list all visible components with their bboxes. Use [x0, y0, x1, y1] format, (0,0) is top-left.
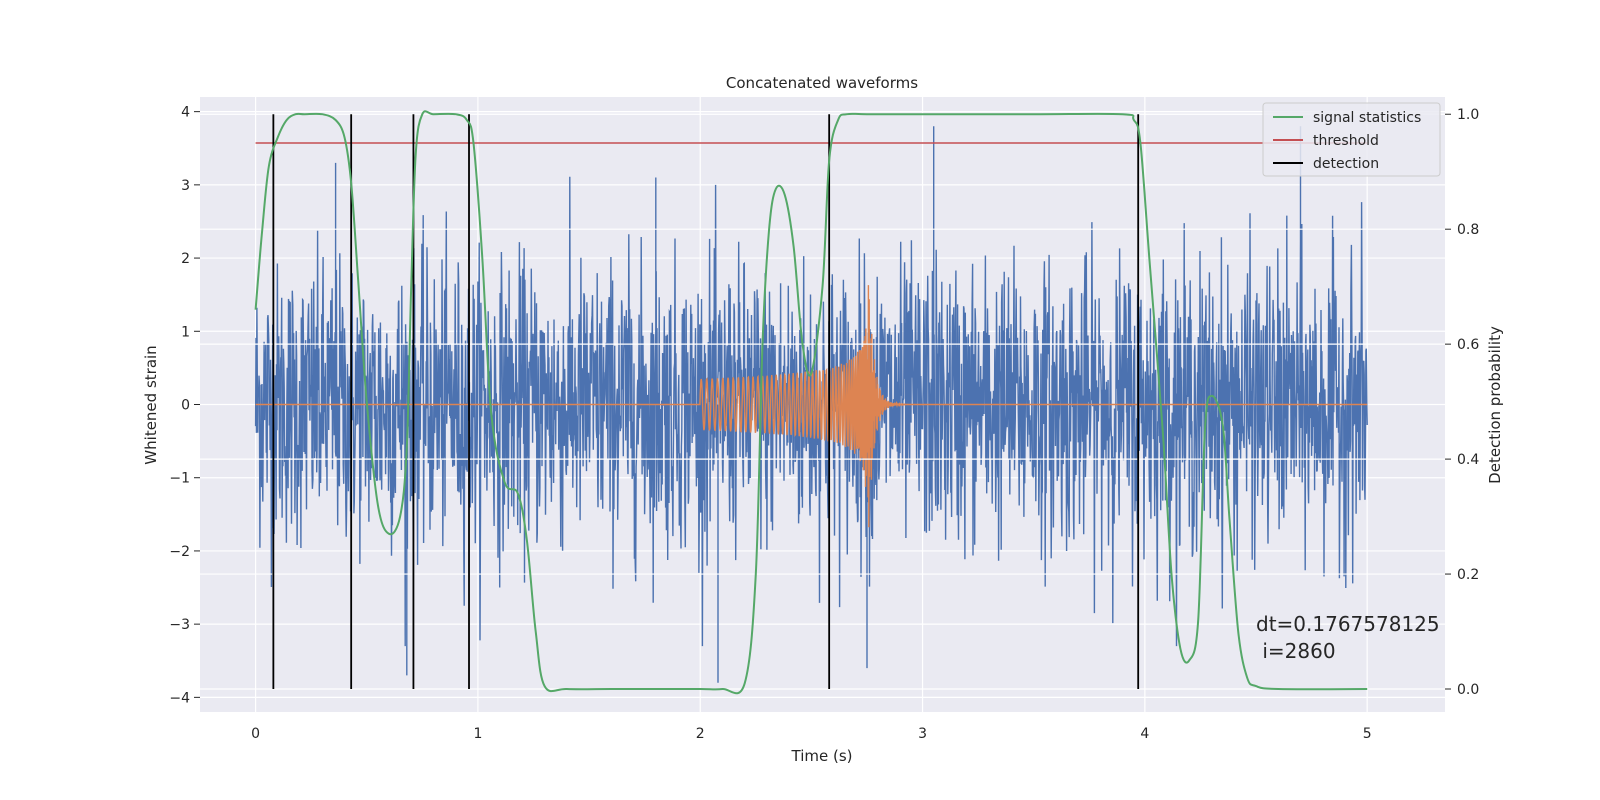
x-tick-label: 3 [918, 726, 927, 742]
y-tick-label-left: 2 [181, 251, 190, 267]
y-axis-title-left: Whitened strain [142, 345, 160, 464]
y-tick-label-left: 3 [181, 178, 190, 194]
y-axis-title-right: Detection probability [1486, 326, 1504, 484]
annotation-i: i=2860 [1256, 639, 1336, 663]
y-tick-label-left: −3 [169, 617, 190, 633]
legend: signal statistics threshold detection [1262, 102, 1441, 177]
y-tick-label-right: 1.0 [1457, 107, 1479, 123]
y-tick-label-left: −1 [169, 471, 190, 487]
y-tick-label-right: 0.6 [1457, 337, 1479, 353]
chart-title: Concatenated waveforms [726, 74, 918, 92]
y-tick-label-right: 0.2 [1457, 567, 1479, 583]
ticks: 0 1 2 3 4 5 −4 −3 −2 −1 0 1 2 3 4 0.0 0.2 0.4 0.6 0.8 1.0 [169, 105, 1479, 742]
y-tick-label-right: 0.8 [1457, 222, 1479, 238]
legend-label-detection: detection [1313, 156, 1379, 172]
signal-statistics-line [254, 110, 1368, 695]
y-tick-label-left: −4 [169, 690, 190, 706]
x-axis-title: Time (s) [791, 747, 853, 765]
y-tick-label-right: 0.0 [1457, 682, 1479, 698]
annotation-dt: dt=0.1767578125 [1256, 612, 1440, 636]
y-tick-label-left: −2 [169, 544, 190, 560]
x-tick-label: 0 [251, 726, 260, 742]
y-tick-label-left: 4 [181, 105, 190, 121]
y-tick-label-left: 1 [181, 324, 190, 340]
signal-statistics-series [254, 110, 1368, 695]
legend-label-threshold: threshold [1313, 133, 1379, 149]
legend-label-signal-statistics: signal statistics [1313, 110, 1421, 126]
waveform-series [255, 285, 1368, 528]
detection-series [272, 114, 1140, 690]
x-tick-label: 1 [473, 726, 482, 742]
right-grid [200, 113, 1445, 690]
y-tick-label-left: 0 [181, 398, 190, 414]
x-tick-label: 2 [696, 726, 705, 742]
y-tick-label-right: 0.4 [1457, 452, 1479, 468]
legend-box [1262, 102, 1441, 177]
x-tick-label: 4 [1140, 726, 1149, 742]
waveform-line [255, 285, 1368, 528]
x-tick-label: 5 [1363, 726, 1372, 742]
